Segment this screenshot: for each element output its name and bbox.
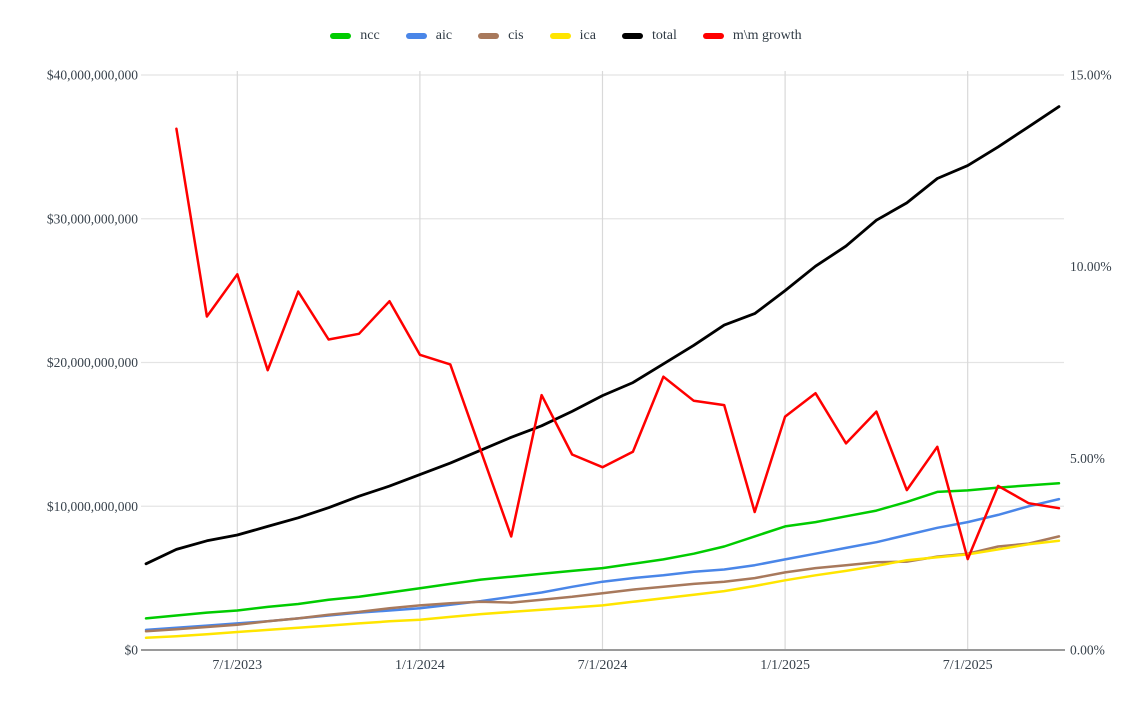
series-line-m-m-growth <box>175 127 1061 561</box>
legend-swatch-icon <box>478 33 500 39</box>
legend-item-aic: aic <box>405 28 453 43</box>
y-axis-label-right: 0.00% <box>1070 643 1105 658</box>
series-line-ica <box>144 539 1061 640</box>
legend-label: total <box>651 28 677 43</box>
legend-item-total: total <box>621 28 677 43</box>
chart-legend: ncc aic cis ica total m\m growth <box>0 29 1132 43</box>
legend-swatch-icon <box>621 33 643 39</box>
y-axis-label-left: $10,000,000,000 <box>47 499 138 514</box>
legend-item-ncc: ncc <box>330 28 380 43</box>
legend-label: cis <box>508 28 524 43</box>
legend-label: aic <box>435 28 453 43</box>
legend-label: ica <box>579 28 596 43</box>
legend-swatch-icon <box>330 33 352 39</box>
y-axis-label-right: 15.00% <box>1070 68 1112 83</box>
series-line-total <box>144 105 1061 566</box>
y-axis-label-left: $40,000,000,000 <box>47 68 138 83</box>
x-axis-label: 7/1/2024 <box>578 658 628 673</box>
legend-swatch-icon <box>549 33 571 39</box>
x-axis-label: 7/1/2023 <box>212 658 262 673</box>
series-line-ncc <box>144 482 1061 620</box>
legend-label: ncc <box>360 28 380 43</box>
x-axis-label: 7/1/2025 <box>943 658 993 673</box>
legend-item-ica: ica <box>549 28 596 43</box>
y-axis-label-left: $0 <box>125 643 139 658</box>
x-axis-label: 1/1/2025 <box>760 658 810 673</box>
series-line-cis <box>144 535 1061 633</box>
y-axis-label-left: $30,000,000,000 <box>47 211 138 226</box>
legend-label: m\m growth <box>732 28 802 43</box>
legend-swatch-icon <box>702 33 724 39</box>
y-axis-label-right: 5.00% <box>1070 451 1105 466</box>
legend-item-cis: cis <box>478 29 524 43</box>
x-axis-label: 1/1/2024 <box>395 658 445 673</box>
legend-swatch-icon <box>405 33 427 39</box>
y-axis-label-left: $20,000,000,000 <box>47 355 138 370</box>
y-axis-label-right: 10.00% <box>1070 259 1112 274</box>
legend-item-m-m-growth: m\m growth <box>702 28 802 43</box>
